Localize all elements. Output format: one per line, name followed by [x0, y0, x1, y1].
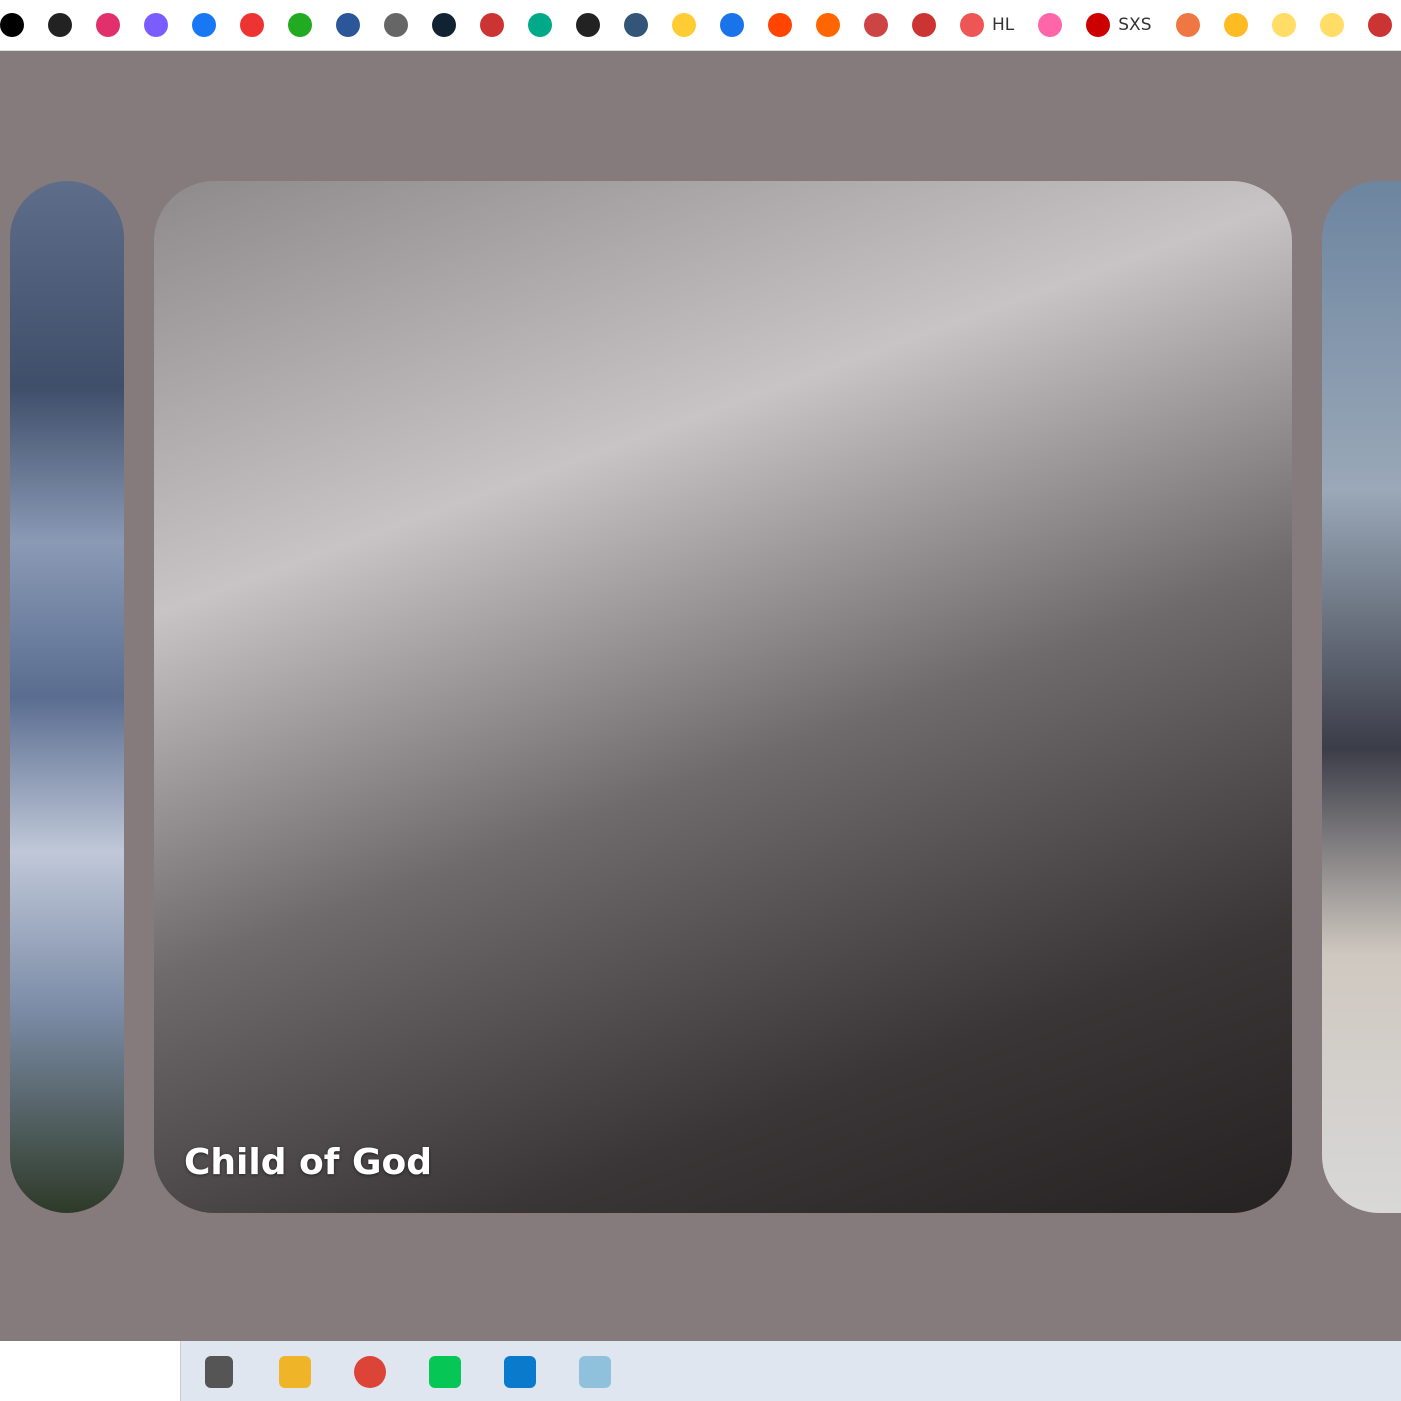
vscode[interactable]	[504, 1356, 536, 1388]
bookmark-icon[interactable]	[768, 13, 792, 37]
slide-current[interactable]: Child of God	[154, 181, 1292, 1213]
bookmarks-bar: HLSXSDevLB	[0, 0, 1401, 51]
bookmark-icon[interactable]	[288, 13, 312, 37]
slide-caption: Child of God	[184, 1142, 433, 1183]
bookmark[interactable]: Dev	[1367, 13, 1401, 37]
bookmark-icon[interactable]	[96, 13, 120, 37]
bookmark[interactable]	[1175, 13, 1200, 37]
notepad[interactable]	[579, 1356, 611, 1388]
bookmark-icon[interactable]	[144, 13, 168, 37]
bookmark[interactable]	[912, 13, 936, 37]
slider: Child of God	[0, 51, 1401, 1341]
bookmark-icon[interactable]	[576, 13, 600, 37]
taskbar	[0, 1341, 1401, 1401]
task-view[interactable]	[205, 1356, 233, 1388]
bookmark-label: HL	[992, 15, 1015, 35]
slide-prev[interactable]	[10, 181, 124, 1213]
slide-next[interactable]	[1322, 181, 1401, 1213]
bookmark-icon[interactable]	[528, 13, 552, 37]
search-box[interactable]	[0, 1341, 181, 1401]
bookmark[interactable]: HL	[960, 13, 1014, 37]
bookmark-label: SXS	[1118, 15, 1152, 35]
bookmark-icon[interactable]	[240, 13, 264, 37]
bookmark-icon[interactable]	[672, 13, 696, 37]
bookmark[interactable]	[1223, 13, 1248, 37]
bookmark-icon[interactable]	[720, 13, 744, 37]
chrome[interactable]	[354, 1356, 386, 1388]
bookmark[interactable]	[1271, 13, 1296, 37]
bookmark-icon[interactable]	[432, 13, 456, 37]
bookmark[interactable]	[1319, 13, 1344, 37]
bookmark-icon[interactable]	[816, 13, 840, 37]
bookmark-icon[interactable]	[336, 13, 360, 37]
bookmark-icon[interactable]	[624, 13, 648, 37]
bookmark-icon[interactable]	[0, 13, 24, 37]
bookmark-icon[interactable]	[192, 13, 216, 37]
bookmark-icon[interactable]	[864, 13, 888, 37]
bookmark[interactable]: SXS	[1086, 13, 1152, 37]
explorer[interactable]	[279, 1356, 311, 1388]
bookmark-icon[interactable]	[48, 13, 72, 37]
bookmark-icon[interactable]	[384, 13, 408, 37]
bookmark-label: Dev	[1400, 15, 1401, 35]
line-app[interactable]	[429, 1356, 461, 1388]
bookmark-icon[interactable]	[480, 13, 504, 37]
bookmark[interactable]	[1038, 13, 1063, 37]
